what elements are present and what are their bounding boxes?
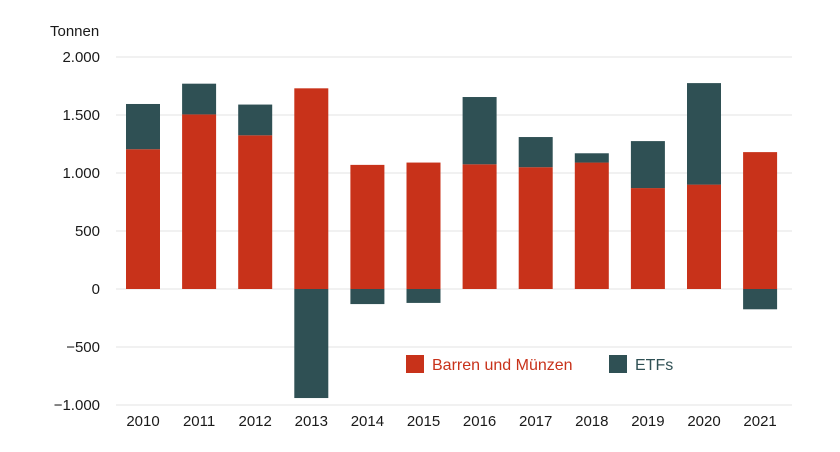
x-tick-label: 2013 — [295, 413, 328, 430]
bar-etfs — [406, 289, 441, 303]
bar-barren-muenzen — [182, 114, 217, 289]
y-tick-label: −500 — [66, 339, 100, 356]
bar-etfs — [182, 83, 217, 115]
bar-etfs — [743, 289, 778, 310]
x-tick-label: 2012 — [239, 413, 272, 430]
bar-barren-muenzen — [294, 88, 329, 289]
y-tick-label: 1.000 — [62, 165, 100, 182]
y-axis-unit-label: Tonnen — [50, 23, 99, 40]
bar-barren-muenzen — [238, 135, 273, 289]
bar-etfs — [518, 137, 553, 168]
legend: Barren und Münzen ETFs — [406, 355, 673, 374]
x-tick-label: 2011 — [183, 413, 215, 430]
bars — [126, 83, 778, 399]
y-tick-label: 0 — [92, 281, 100, 298]
y-tick-label: 1.500 — [62, 107, 100, 124]
bar-barren-muenzen — [743, 152, 778, 289]
legend-label: ETFs — [635, 357, 673, 374]
bar-barren-muenzen — [126, 149, 160, 289]
bar-etfs — [574, 153, 609, 163]
gridlines — [116, 56, 792, 406]
x-tick-label: 2017 — [519, 413, 552, 430]
bar-barren-muenzen — [630, 188, 665, 289]
bar-barren-muenzen — [462, 164, 497, 289]
x-tick-label: 2010 — [126, 413, 159, 430]
x-tick-label: 2018 — [575, 413, 608, 430]
x-tick-label: 2020 — [687, 413, 720, 430]
legend-swatch — [406, 355, 424, 373]
y-tick-label: −1.000 — [54, 397, 100, 414]
x-tick-label: 2016 — [463, 413, 496, 430]
legend-swatch — [609, 355, 627, 373]
bar-etfs — [687, 83, 721, 185]
legend-label: Barren und Münzen — [432, 357, 573, 374]
x-tick-label: 2019 — [631, 413, 664, 430]
bar-barren-muenzen — [518, 167, 553, 289]
x-axis-ticks: 2010 2011 2012 2013 2014 2015 2016 2017 2018 2019… — [126, 413, 776, 430]
bar-etfs — [294, 289, 329, 399]
bar-barren-muenzen — [687, 184, 721, 289]
x-tick-label: 2015 — [407, 413, 440, 430]
bar-etfs — [462, 97, 497, 165]
y-axis-ticks: 2.000 1.500 1.000 500 0 −500 −1.000 — [54, 49, 100, 414]
bar-etfs — [238, 104, 273, 136]
bar-barren-muenzen — [350, 164, 385, 289]
bar-barren-muenzen — [574, 162, 609, 289]
y-tick-label: 500 — [75, 223, 100, 240]
bar-etfs — [350, 289, 385, 305]
bar-barren-muenzen — [406, 162, 441, 289]
bar-etfs — [126, 103, 160, 150]
y-tick-label: 2.000 — [62, 49, 100, 66]
bar-etfs — [630, 141, 665, 189]
x-tick-label: 2021 — [743, 413, 776, 430]
x-tick-label: 2014 — [351, 413, 384, 430]
